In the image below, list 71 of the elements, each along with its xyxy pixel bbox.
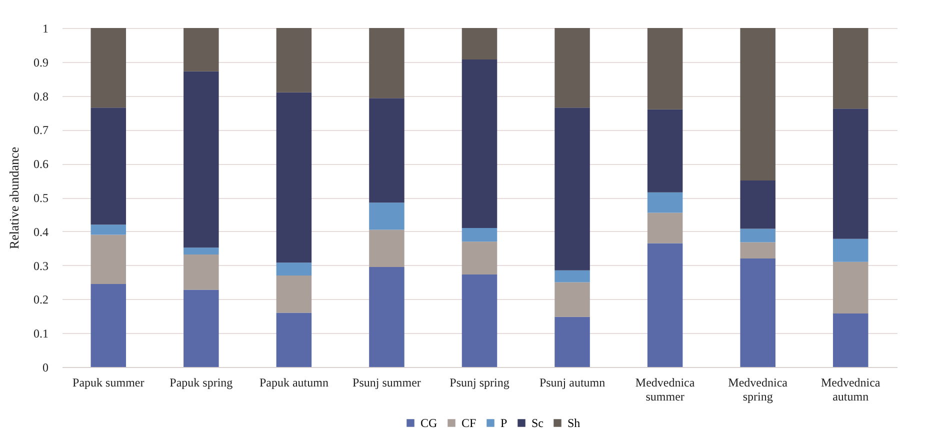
bar [184, 71, 219, 248]
bar [740, 28, 776, 181]
y-axis-title: Relative abundance [6, 146, 22, 250]
x-tick-label: Medvednica summer [635, 376, 696, 404]
y-tick-label: 0.1 [34, 326, 48, 341]
x-tick-label: Medvednica autumn [820, 376, 881, 404]
y-tick-label: 0.2 [34, 292, 48, 307]
bar [462, 242, 498, 274]
x-tick-label: Papuk spring [170, 376, 233, 390]
y-tick-label: 0 [42, 360, 48, 374]
legend-label: Sh [568, 416, 580, 430]
y-tick-label: 0.6 [34, 157, 48, 172]
bar [462, 28, 498, 60]
bar [90, 284, 126, 367]
legend-label: CF [462, 416, 477, 430]
bar [832, 108, 868, 239]
bar [184, 290, 219, 367]
bar [740, 258, 776, 367]
bar [647, 192, 683, 213]
bar [90, 224, 126, 235]
bar [369, 202, 404, 230]
y-tick-label: 0.3 [34, 258, 48, 273]
bar [462, 274, 498, 367]
x-tick-label: Papuk autumn [259, 376, 328, 390]
bar [554, 270, 590, 282]
y-tick-label: 1 [42, 22, 48, 36]
x-tick-label: Papuk summer [72, 376, 144, 390]
bar [276, 275, 312, 313]
bar [276, 92, 312, 263]
x-tick-label: Psunj autumn [539, 376, 606, 390]
bar [554, 28, 590, 108]
legend-label: Sc [532, 416, 544, 430]
legend-label: CG [420, 416, 438, 430]
bar [184, 28, 219, 72]
bar [462, 60, 498, 228]
bar [647, 212, 683, 244]
bar [369, 98, 404, 203]
bar [462, 228, 498, 242]
bar [369, 266, 404, 367]
y-tick-label: 0.8 [34, 89, 48, 104]
x-tick-label: Psunj summer [352, 376, 421, 390]
bar [832, 313, 868, 367]
bar [740, 228, 776, 242]
bar [740, 242, 776, 259]
bar [647, 243, 683, 367]
bar [276, 262, 312, 276]
bar [554, 282, 590, 317]
legend-label: P [500, 416, 508, 430]
bar [90, 28, 126, 108]
bar [832, 28, 868, 109]
bar [554, 108, 590, 270]
bar [832, 238, 868, 262]
x-tick-label: Psunj spring [450, 376, 510, 390]
bar [276, 312, 312, 367]
bar [184, 248, 219, 254]
bar [90, 234, 126, 284]
y-tick-label: 0.5 [34, 191, 48, 205]
bar [647, 109, 683, 192]
bar [554, 316, 590, 367]
bar [832, 262, 868, 314]
bar [369, 28, 404, 98]
bar [184, 254, 219, 290]
y-tick-label: 0.4 [34, 224, 48, 239]
bar [369, 230, 404, 267]
y-tick-label: 0.7 [34, 123, 48, 138]
bar [276, 28, 312, 92]
bar [90, 108, 126, 225]
x-tick-label: Medvednica spring [728, 376, 788, 404]
y-tick-label: 0.9 [34, 55, 48, 70]
bar [740, 180, 776, 229]
bar [647, 28, 683, 110]
